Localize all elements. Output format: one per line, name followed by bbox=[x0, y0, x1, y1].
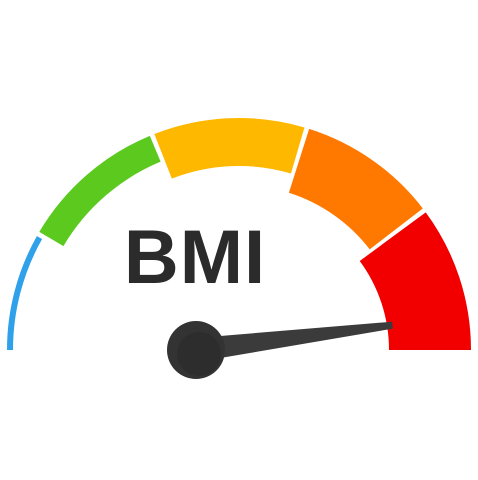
gauge-segment-green bbox=[39, 135, 161, 247]
gauge-segment-orange bbox=[288, 128, 423, 250]
gauge-needle-group bbox=[167, 321, 393, 379]
gauge-needle bbox=[194, 321, 393, 362]
gauge-segment-yellow bbox=[154, 118, 305, 179]
gauge-segment-red bbox=[359, 212, 471, 350]
gauge-segment-blue bbox=[7, 236, 43, 350]
gauge-hub-shade bbox=[177, 332, 221, 376]
gauge-segments bbox=[7, 118, 471, 350]
gauge-label: BMI bbox=[123, 215, 267, 300]
